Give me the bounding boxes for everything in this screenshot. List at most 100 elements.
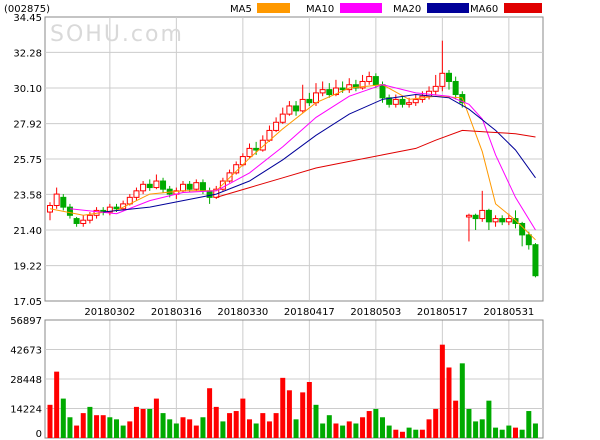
volume-bar-down bbox=[147, 408, 153, 438]
volume-bar-down bbox=[519, 429, 525, 438]
volume-bar-up bbox=[180, 417, 186, 438]
candle-up bbox=[193, 182, 200, 190]
volume-bar-down bbox=[493, 427, 499, 438]
volume-bar-down bbox=[160, 413, 166, 438]
volume-bar-up bbox=[127, 421, 133, 438]
watermark: SOHU.com bbox=[50, 22, 184, 47]
candle-up bbox=[432, 85, 439, 92]
candle-down bbox=[306, 98, 313, 104]
candle-up bbox=[479, 209, 486, 220]
candle-up bbox=[226, 172, 233, 182]
candle-up bbox=[180, 183, 186, 192]
legend-label-ma5: MA5 bbox=[230, 4, 252, 15]
volume-bars bbox=[47, 344, 538, 438]
volume-bar-up bbox=[140, 408, 146, 438]
candle-down bbox=[499, 218, 506, 223]
volume-bar-up bbox=[286, 390, 292, 438]
candle-up bbox=[359, 80, 366, 89]
candle-down bbox=[386, 97, 393, 105]
volume-bar-up bbox=[280, 377, 286, 438]
price-y-axis: 34.45 32.28 30.10 27.92 25.75 23.58 21.40 19.22… bbox=[13, 13, 42, 308]
volume-bar-down bbox=[353, 423, 359, 438]
volume-bar-up bbox=[193, 425, 199, 438]
volume-tick-label: 28448 bbox=[10, 375, 42, 386]
candle-down bbox=[66, 206, 73, 216]
candle-up bbox=[406, 102, 413, 105]
candle-up bbox=[286, 105, 293, 115]
stock-code: (002875) bbox=[4, 4, 50, 15]
volume-bar-up bbox=[393, 429, 399, 438]
volume-bar-up bbox=[187, 419, 193, 438]
volume-bar-up bbox=[247, 419, 252, 438]
ma5-line bbox=[49, 84, 536, 241]
date-tick-label: 20180417 bbox=[284, 307, 335, 318]
volume-bar-up bbox=[47, 404, 53, 438]
candle-down bbox=[352, 84, 359, 89]
candle-down bbox=[206, 190, 213, 198]
volume-bar-up bbox=[360, 417, 366, 438]
ma10-line bbox=[69, 84, 536, 231]
volume-bar-up bbox=[346, 421, 352, 438]
candle-up bbox=[412, 98, 419, 104]
volume-bar-down bbox=[499, 429, 505, 438]
legend: MA5 MA10 MA20 MA60 bbox=[230, 3, 542, 15]
volume-bar-down bbox=[107, 417, 113, 438]
date-tick-label: 20180517 bbox=[417, 307, 468, 318]
volume-y-axis: 56897 42673 28448 14224 0 bbox=[10, 316, 42, 440]
volume-bar-up bbox=[446, 367, 452, 438]
ma20-line bbox=[103, 93, 536, 213]
volume-bar-up bbox=[266, 421, 272, 438]
volume-tick-label: 42673 bbox=[10, 345, 42, 356]
legend-swatch-ma60 bbox=[504, 3, 542, 13]
volume-bar-down bbox=[532, 423, 538, 438]
candle-up bbox=[332, 87, 339, 96]
volume-bar-up bbox=[227, 413, 233, 438]
volume-bar-down bbox=[173, 423, 179, 438]
price-tick-label: 17.05 bbox=[13, 297, 42, 308]
volume-bar-down bbox=[340, 425, 346, 438]
volume-bar-down bbox=[120, 425, 126, 438]
candle-down bbox=[379, 84, 386, 99]
candle-down bbox=[399, 98, 406, 105]
candle-down bbox=[372, 76, 379, 86]
candle-up bbox=[86, 214, 93, 221]
volume-bar-up bbox=[306, 382, 312, 438]
legend-label-ma20: MA20 bbox=[393, 4, 421, 15]
candlesticks bbox=[47, 40, 539, 278]
date-tick-label: 20180531 bbox=[483, 307, 534, 318]
candle-down bbox=[326, 89, 333, 96]
volume-bar-up bbox=[74, 425, 80, 438]
candle-up bbox=[279, 113, 286, 123]
candle-up bbox=[140, 183, 147, 192]
volume-bar-up bbox=[273, 413, 279, 438]
volume-bar-down bbox=[200, 417, 206, 438]
candle-down bbox=[446, 72, 452, 82]
candle-down bbox=[525, 234, 532, 246]
legend-swatch-ma20 bbox=[427, 3, 469, 13]
volume-bar-down bbox=[486, 400, 492, 438]
candle-down bbox=[532, 244, 539, 277]
volume-bar-down bbox=[526, 411, 532, 438]
legend-swatch-ma5 bbox=[257, 3, 290, 13]
price-tick-label: 23.58 bbox=[13, 190, 42, 201]
price-tick-label: 21.40 bbox=[13, 226, 42, 237]
price-tick-label: 19.22 bbox=[13, 262, 42, 273]
candle-down bbox=[146, 183, 153, 189]
candle-up bbox=[313, 92, 319, 104]
candle-down bbox=[339, 87, 346, 91]
ma60-line bbox=[216, 129, 536, 198]
candle-up bbox=[505, 218, 512, 223]
legend-label-ma60: MA60 bbox=[470, 4, 498, 15]
candle-up bbox=[153, 180, 160, 189]
candle-up bbox=[392, 98, 399, 105]
price-tick-label: 34.45 bbox=[13, 13, 42, 24]
date-tick-label: 20180330 bbox=[217, 307, 268, 318]
candle-down bbox=[512, 218, 519, 224]
candle-up bbox=[319, 89, 326, 94]
price-tick-label: 25.75 bbox=[13, 155, 42, 166]
volume-bar-up bbox=[207, 388, 213, 438]
candle-down bbox=[186, 183, 193, 190]
volume-bar-up bbox=[213, 406, 219, 438]
candle-down bbox=[113, 206, 120, 210]
volume-bar-up bbox=[94, 415, 100, 438]
